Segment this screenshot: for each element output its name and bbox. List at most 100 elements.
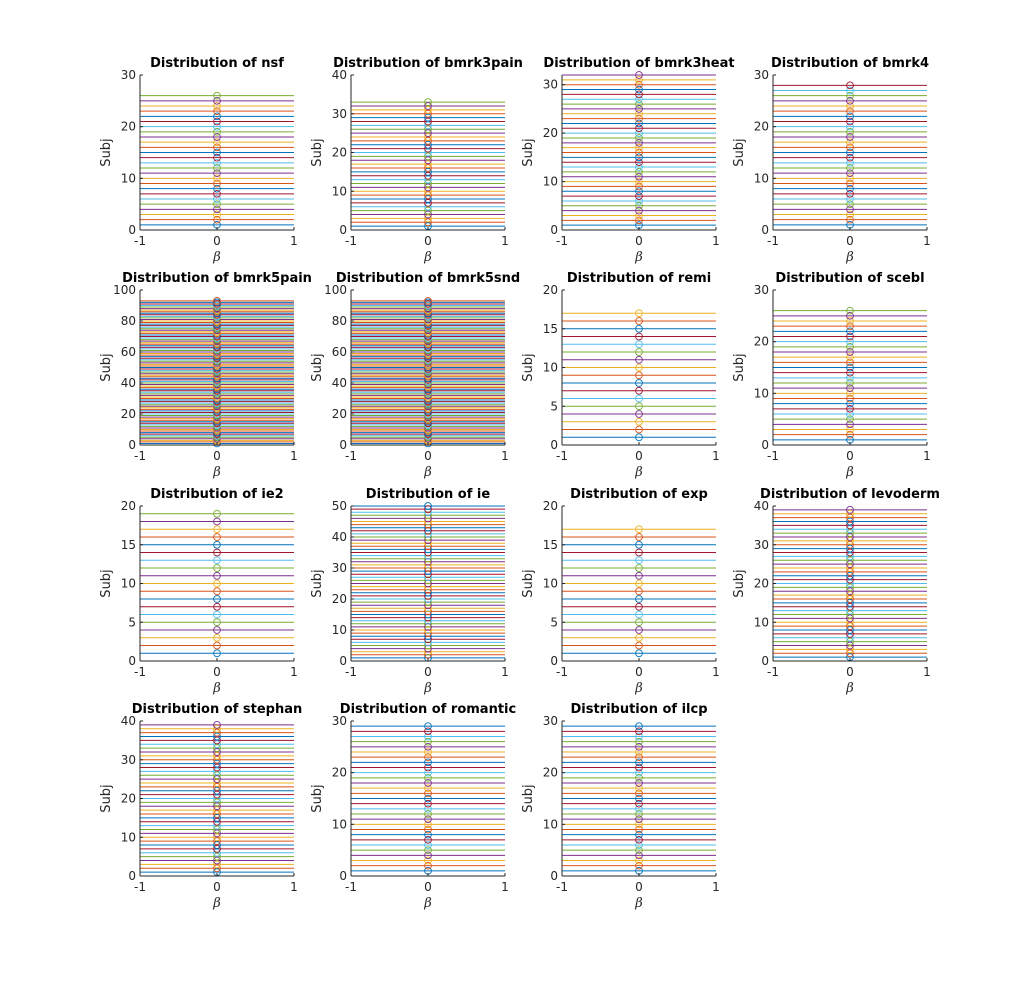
data-point	[213, 587, 221, 596]
data-point	[635, 626, 643, 634]
data-point	[213, 767, 221, 776]
y-tick-label: 20	[121, 792, 136, 806]
data-point	[846, 420, 854, 429]
data-point	[635, 332, 643, 341]
data-point	[213, 825, 221, 834]
data-point	[846, 606, 854, 615]
y-tick-label: 30	[332, 107, 347, 121]
y-tick-label: 80	[121, 314, 136, 328]
data-point	[424, 168, 432, 176]
data-point	[635, 525, 643, 534]
data-point	[424, 598, 432, 606]
data-point	[635, 216, 643, 225]
data-point	[424, 619, 432, 628]
data-point	[846, 509, 854, 518]
y-axis-label: Subj	[99, 784, 114, 812]
data-point	[424, 164, 432, 172]
data-point	[213, 215, 221, 224]
data-point	[846, 133, 854, 141]
data-point	[846, 337, 854, 346]
data-point	[213, 564, 221, 572]
data-point	[424, 604, 432, 613]
data-point	[213, 721, 221, 729]
data-point	[635, 737, 643, 746]
data-point	[635, 129, 643, 137]
data-point	[213, 533, 221, 541]
data-point	[424, 545, 432, 554]
data-point	[846, 379, 854, 387]
y-tick-label: 0	[128, 223, 136, 237]
y-axis-label: Subj	[521, 569, 536, 597]
data-point	[635, 779, 643, 787]
data-point	[424, 742, 432, 751]
y-axis-label: Subj	[310, 784, 325, 812]
x-axis-label: β	[212, 896, 221, 911]
data-point	[424, 810, 432, 818]
data-point	[424, 570, 432, 579]
x-tick-label: 1	[501, 880, 509, 894]
data-point	[635, 722, 643, 731]
y-tick-label: 15	[543, 322, 558, 336]
data-point	[424, 533, 432, 541]
data-point	[635, 799, 643, 808]
data-point	[846, 179, 854, 188]
data-point	[635, 820, 643, 829]
data-point	[635, 177, 643, 186]
y-axis-label: Subj	[521, 784, 536, 812]
data-point	[213, 848, 221, 857]
data-point	[635, 371, 643, 380]
data-point	[635, 595, 643, 603]
data-point	[635, 758, 643, 767]
y-tick-label: 40	[332, 68, 347, 82]
y-tick-label: 5	[550, 399, 558, 413]
data-point	[213, 112, 221, 121]
data-point	[213, 806, 221, 814]
data-point	[635, 324, 643, 333]
data-point	[635, 71, 643, 79]
data-point	[213, 771, 221, 780]
y-axis-label: Subj	[310, 138, 325, 166]
x-tick-label: 0	[213, 234, 221, 248]
data-point	[213, 856, 221, 865]
data-point	[635, 851, 643, 860]
data-point	[424, 830, 432, 839]
y-tick-label: 80	[332, 314, 347, 328]
y-tick-label: 20	[332, 407, 347, 421]
data-point	[213, 148, 221, 157]
data-point	[846, 394, 854, 403]
data-point	[846, 529, 854, 537]
data-point	[846, 322, 854, 331]
x-tick-label: -1	[134, 665, 146, 679]
data-point	[846, 348, 854, 356]
data-point	[846, 327, 854, 336]
data-point	[846, 127, 854, 136]
data-point	[846, 579, 854, 588]
data-point	[424, 160, 432, 168]
data-point	[424, 140, 432, 149]
chart-title: Distribution of bmrk5pain	[122, 271, 312, 286]
y-tick-label: 10	[121, 830, 136, 844]
data-point	[424, 517, 432, 526]
data-point	[424, 722, 432, 731]
data-point	[213, 143, 221, 152]
x-tick-label: 1	[712, 234, 720, 248]
data-point	[846, 404, 854, 413]
data-point	[846, 102, 854, 110]
data-point	[846, 560, 854, 568]
data-point	[846, 595, 854, 603]
data-point	[635, 727, 643, 736]
x-tick-label: 1	[923, 234, 931, 248]
data-point	[846, 353, 854, 362]
y-tick-label: 0	[339, 438, 347, 452]
data-point	[846, 184, 854, 193]
y-axis-label: Subj	[732, 569, 747, 597]
y-tick-label: 30	[543, 714, 558, 728]
data-point	[213, 775, 221, 783]
data-point	[846, 332, 854, 341]
data-point	[635, 641, 643, 650]
x-tick-label: -1	[134, 880, 146, 894]
data-point	[213, 179, 221, 188]
